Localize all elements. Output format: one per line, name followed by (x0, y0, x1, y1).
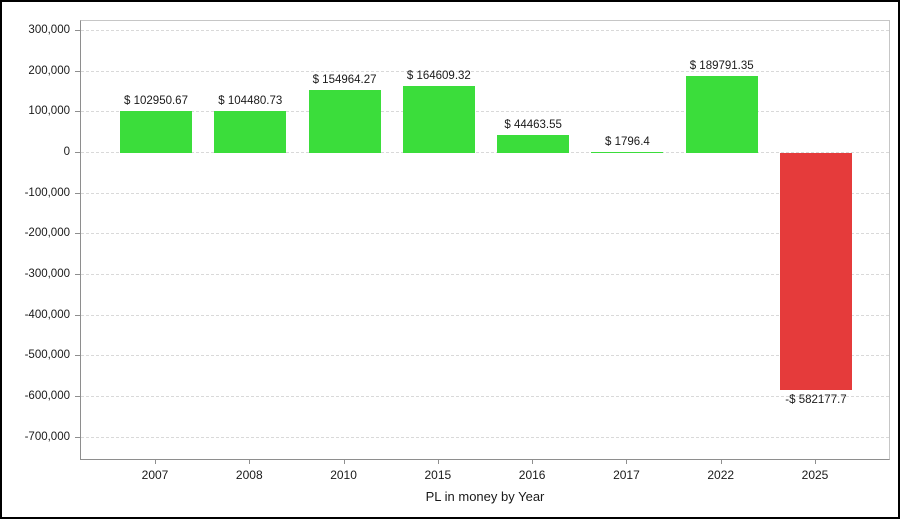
x-axis-tick-label: 2022 (707, 468, 735, 482)
bar-value-label: $ 44463.55 (504, 119, 562, 132)
y-axis-tick-mark (75, 70, 80, 72)
bar-value-label: $ 164609.32 (406, 70, 471, 83)
y-axis-tick-mark (75, 274, 80, 276)
y-axis-tick-mark (75, 192, 80, 194)
gridline (81, 355, 889, 357)
y-axis-tick-label: 200,000 (28, 64, 70, 77)
y-axis-tick-label: -500,000 (24, 349, 70, 362)
bar-value-label: $ 1796.4 (605, 136, 650, 149)
y-axis-tick-label: -100,000 (24, 186, 70, 199)
gridline (81, 30, 889, 32)
bar-2016 (497, 135, 570, 154)
x-axis-tick-mark (437, 460, 439, 464)
x-axis-tick-label: 2007 (141, 468, 169, 482)
gridline (81, 396, 889, 398)
x-axis-title: PL in money by Year (425, 489, 545, 504)
x-axis-tick-label: 2015 (424, 468, 452, 482)
x-axis-tick-label: 2025 (801, 468, 829, 482)
y-axis-tick-mark (75, 152, 80, 154)
y-axis-tick-label: 0 (63, 146, 70, 159)
y-axis-tick-mark (75, 111, 80, 113)
bar-2007 (120, 111, 192, 154)
bar-value-label: $ 154964.27 (312, 74, 377, 87)
y-axis-tick-mark (75, 30, 80, 32)
bar-2015 (402, 86, 475, 154)
y-axis-tick-mark (75, 314, 80, 316)
x-axis-tick-mark (343, 460, 345, 464)
gridline (81, 70, 889, 72)
bar-2022 (685, 75, 758, 154)
gridline (81, 192, 889, 194)
y-axis-tick-mark (75, 233, 80, 235)
x-axis-tick-mark (155, 460, 156, 464)
bar-2017 (591, 152, 664, 154)
gridline (81, 436, 889, 438)
y-axis-tick-label: 300,000 (28, 24, 70, 37)
y-axis-tick-label: 100,000 (28, 105, 70, 118)
bar-value-label: $ 102950.67 (124, 95, 188, 108)
gridline (81, 314, 889, 316)
bar-2025 (780, 153, 852, 390)
y-axis-tick-mark (75, 355, 80, 357)
y-axis-tick-label: -400,000 (24, 308, 70, 321)
y-axis-tick-mark (75, 436, 80, 438)
bar-value-label: $ 189791.35 (689, 59, 754, 72)
y-axis-tick-label: -200,000 (24, 227, 70, 240)
bar-value-label: -$ 582177.7 (785, 393, 847, 406)
x-axis-tick-mark (249, 460, 251, 464)
x-axis-tick-label: 2017 (613, 468, 640, 482)
x-axis-tick-mark (626, 460, 628, 464)
x-axis-tick-mark (720, 460, 722, 464)
y-axis-tick-mark (75, 396, 80, 398)
bar-2008 (214, 110, 287, 154)
x-axis-tick-label: 2010 (330, 468, 357, 482)
x-axis-tick-label: 2008 (235, 468, 263, 482)
x-axis-tick-mark (532, 460, 534, 464)
gridline (81, 233, 889, 235)
y-axis-tick-label: -300,000 (24, 268, 70, 281)
bar-value-label: $ 104480.73 (218, 94, 283, 107)
x-axis-tick-mark (815, 460, 816, 464)
y-axis-tick-label: -700,000 (24, 430, 70, 443)
x-axis-tick-label: 2016 (518, 468, 546, 482)
gridline (81, 111, 889, 113)
gridline (81, 152, 889, 154)
plot-area: $ 102950.67 $ 104480.73 $ 154964.27 $ 16460… (80, 20, 890, 460)
y-axis-tick-label: -600,000 (24, 390, 70, 403)
bar-2010 (308, 90, 381, 154)
gridline (81, 274, 889, 276)
